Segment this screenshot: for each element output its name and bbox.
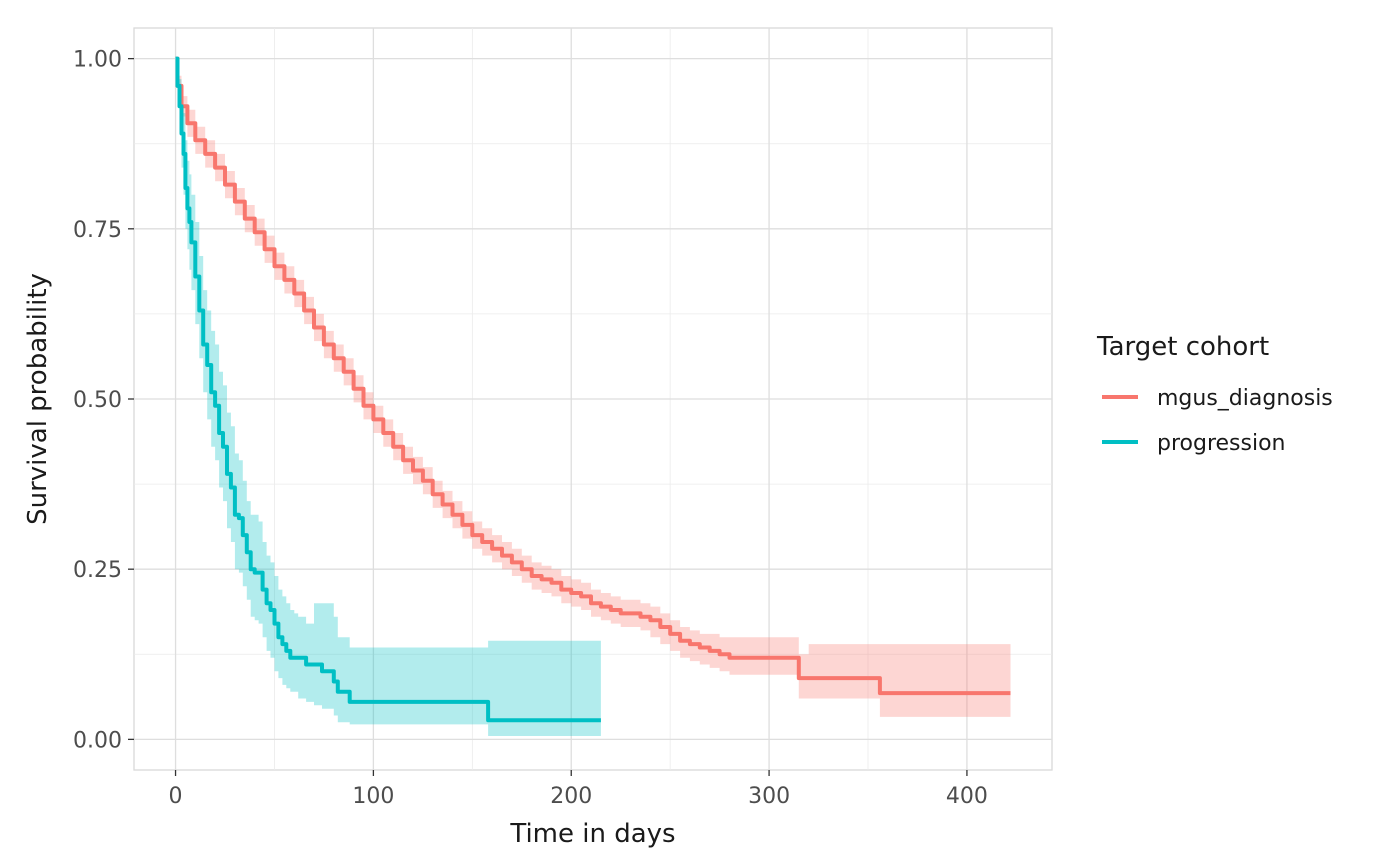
x-tick-label: 200 [550,784,592,809]
y-axis-ticks: 0.00 0.25 0.50 0.75 1.00 [73,48,134,753]
y-axis-title: Survival probability [23,273,53,525]
legend-title: Target cohort [1096,332,1269,362]
line-progression [175,56,601,723]
ribbon-progression [175,58,601,737]
y-tick-label: 0.75 [73,218,122,243]
y-tick-label: 0.25 [73,558,122,583]
y-tick-label: 0.00 [73,728,122,753]
x-tick-label: 100 [352,784,394,809]
legend: Target cohort mgus_diagnosis progression [1096,332,1333,456]
legend-label-progression: progression [1157,431,1286,456]
confidence-ribbons [175,58,1011,737]
x-tick-label: 300 [748,784,790,809]
major-gridlines [134,28,1052,770]
legend-label-mgus-diagnosis: mgus_diagnosis [1157,386,1333,411]
y-tick-label: 1.00 [73,48,122,73]
line-mgus-diagnosis [175,56,1011,696]
x-axis-ticks: 0 100 200 300 400 [169,770,988,809]
x-tick-label: 400 [946,784,988,809]
x-tick-label: 0 [169,784,183,809]
minor-gridlines [134,28,1052,770]
x-axis-title: Time in days [509,819,675,849]
ribbon-mgus-diagnosis [175,58,1011,717]
y-tick-label: 0.50 [73,388,122,413]
survival-lines [175,56,1011,723]
